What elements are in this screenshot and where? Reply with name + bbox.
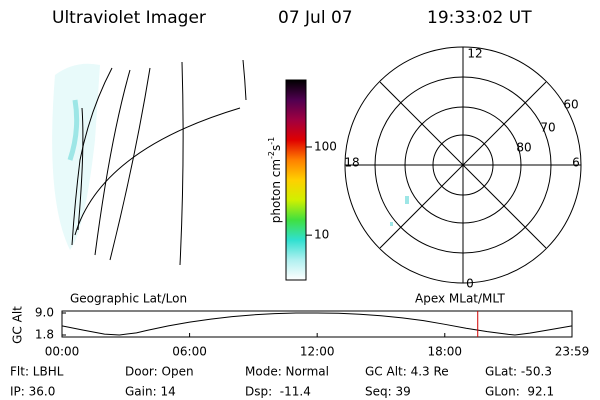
instrument: Ultraviolet Imager [52,8,206,28]
polar-plot [344,46,582,284]
x-tick-label: 23:59 [555,345,590,359]
colorbar-tick-label: 10 [314,228,329,242]
status-field: Gain: 14 [125,385,176,399]
colorbar-label: photon cm-2s-1 [267,137,283,224]
colorbar-tick-label: 100 [314,139,337,153]
lat-label: 80 [516,141,531,155]
mlt-label: 18 [344,156,359,170]
altitude-line [61,312,573,336]
time: 19:33:02 UT [427,8,532,28]
lat-label: 60 [563,98,578,112]
x-tick-label: 18:00 [427,345,462,359]
mlt-label: 6 [572,156,580,170]
y-tick-label: 1.8 [35,328,54,342]
status-field: Door: Open [125,365,194,379]
status-field: GC Alt: 4.3 Re [365,365,449,379]
x-tick-label: 12:00 [300,345,335,359]
x-tick-label: 00:00 [45,345,80,359]
status-field: Seq: 39 [365,385,411,399]
mlt-label: 12 [467,47,482,61]
left-label: Geographic Lat/Lon [70,292,187,306]
x-tick-label: 06:00 [172,345,207,359]
status-field: Dsp: -11.4 [245,385,311,399]
status-field: Flt: LBHL [10,365,64,379]
y-tick-label: 9.0 [35,306,54,320]
y-axis-label: GC Alt [11,306,25,344]
colorbar [285,79,307,281]
geo-image [52,59,247,266]
mlt-label: 0 [466,277,474,291]
status-field: GLon: 92.1 [485,385,554,399]
date: 07 Jul 07 [278,8,353,28]
right-label: Apex MLat/MLT [415,292,505,306]
lat-label: 70 [540,121,555,135]
status-field: GLat: -50.3 [485,365,552,379]
status-field: IP: 36.0 [10,385,55,399]
status-field: Mode: Normal [245,365,329,379]
